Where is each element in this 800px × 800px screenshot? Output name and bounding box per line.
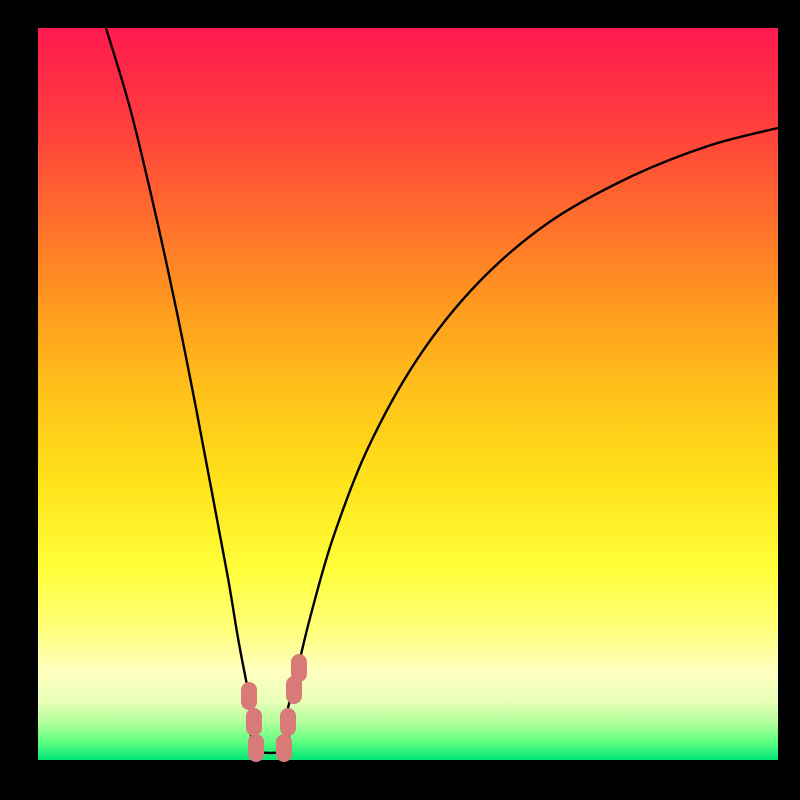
curve-marker (291, 654, 307, 682)
curve-marker (280, 708, 296, 736)
curve-marker (241, 682, 257, 710)
chart-container: TheBottleneck.com (0, 0, 800, 800)
curve-marker (248, 734, 264, 762)
curve-marker (276, 734, 292, 762)
plot-area (38, 28, 778, 760)
curve-marker (246, 708, 262, 736)
chart-svg (0, 0, 800, 800)
